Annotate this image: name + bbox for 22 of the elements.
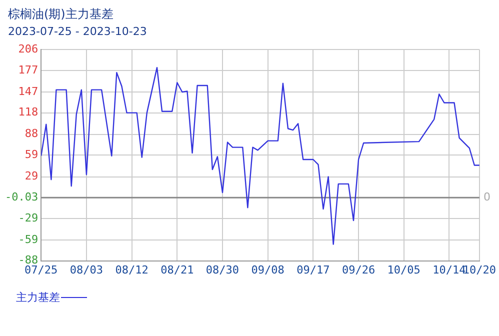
y-tick-label: -59 xyxy=(18,232,38,246)
x-tick-label: 09/17 xyxy=(296,263,330,276)
y-tick-label: -29 xyxy=(18,211,38,224)
y-tick-label: 206 xyxy=(18,42,38,56)
y-tick-label: 88 xyxy=(24,127,38,140)
x-tick-label: 10/05 xyxy=(387,263,420,276)
x-tick-label: 08/30 xyxy=(206,263,240,276)
y-tick-label: -0.03 xyxy=(4,190,38,204)
y-tick-label: 118 xyxy=(18,106,38,119)
x-tick-label: 08/12 xyxy=(115,263,148,276)
y-tick-label: 59 xyxy=(24,148,38,162)
y-tick-label: 29 xyxy=(24,170,38,183)
legend-label: 主力基差 xyxy=(16,290,60,305)
chart-title: 棕榈油(期)主力基差 xyxy=(8,6,114,23)
y-tick-label: 147 xyxy=(18,84,38,98)
x-tick-label: 09/26 xyxy=(342,263,376,276)
x-tick-label: 08/03 xyxy=(70,263,104,276)
ref-line-label: 0 xyxy=(483,190,490,204)
chart-subtitle: 2023-07-25 - 2023-10-23 xyxy=(8,25,147,38)
x-tick-label: 09/08 xyxy=(251,263,284,276)
x-tick-label: 08/21 xyxy=(160,263,194,276)
y-tick-label: 177 xyxy=(18,63,38,76)
